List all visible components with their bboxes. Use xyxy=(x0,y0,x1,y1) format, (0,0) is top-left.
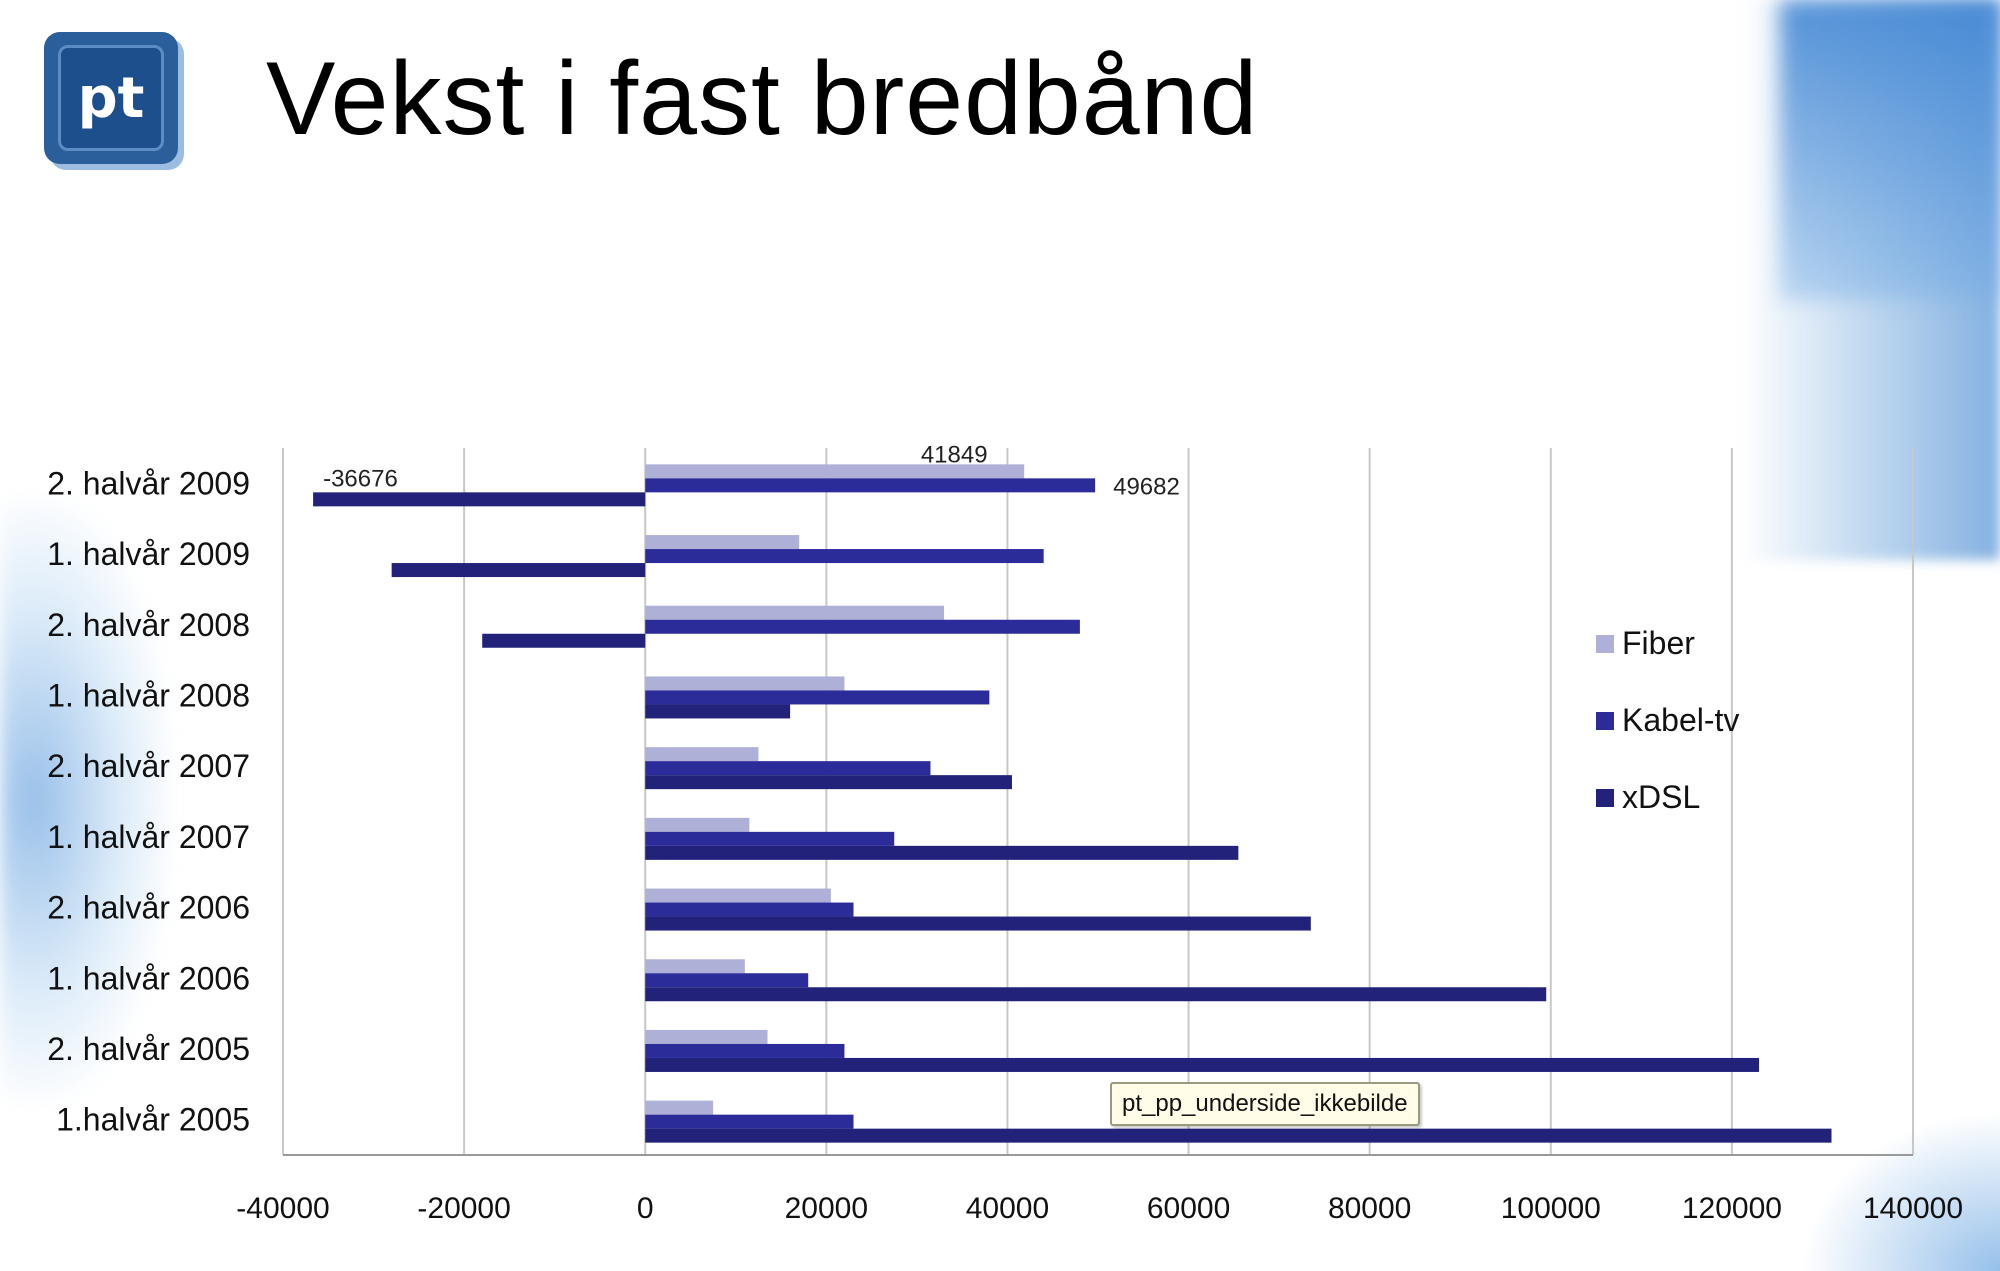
bar-fiber xyxy=(645,817,750,832)
legend: Fiber Kabel-tv xDSL xyxy=(1596,625,1739,815)
bar-fiber xyxy=(645,676,845,691)
bar-fiber xyxy=(645,747,759,762)
data-label: -36676 xyxy=(323,465,398,492)
bar-xdsl xyxy=(645,775,1012,790)
x-tick-label: 120000 xyxy=(1682,1192,1782,1225)
bar-kabel-tv xyxy=(645,761,931,776)
legend-label: xDSL xyxy=(1622,779,1700,815)
pt-logo: pt xyxy=(44,32,178,164)
bar-xdsl xyxy=(645,1057,1760,1072)
x-tick-label: 60000 xyxy=(1147,1192,1230,1225)
bar-xdsl xyxy=(645,845,1239,860)
category-label: 1. halvår 2007 xyxy=(47,819,250,855)
x-tick-label: -20000 xyxy=(417,1192,510,1225)
bar-kabel-tv xyxy=(645,619,1080,634)
x-tick-label: -40000 xyxy=(236,1192,329,1225)
data-label: 41849 xyxy=(921,441,988,468)
bar-fiber xyxy=(645,888,831,903)
bar-kabel-tv xyxy=(645,1043,845,1058)
bar-kabel-tv xyxy=(645,902,854,917)
legend-swatch xyxy=(1596,712,1614,730)
category-label: 2. halvår 2005 xyxy=(47,1031,250,1067)
tooltip: pt_pp_underside_ikkebilde xyxy=(1110,1082,1420,1126)
category-label: 2. halvår 2008 xyxy=(47,607,250,643)
category-label: 2. halvår 2007 xyxy=(47,748,250,784)
bar-xdsl xyxy=(482,633,646,648)
bar-kabel-tv xyxy=(645,831,895,846)
category-label: 2. halvår 2009 xyxy=(47,465,250,501)
x-tick-label: 20000 xyxy=(785,1192,868,1225)
bars xyxy=(313,464,1832,1143)
category-label: 1.halvår 2005 xyxy=(56,1102,250,1138)
legend-swatch xyxy=(1596,635,1614,653)
bar-xdsl xyxy=(645,987,1547,1002)
data-label: 49682 xyxy=(1113,473,1180,500)
x-tick-label: 100000 xyxy=(1501,1192,1601,1225)
legend-label: Fiber xyxy=(1622,625,1695,661)
bar-kabel-tv xyxy=(645,549,1044,564)
bar-fiber xyxy=(645,464,1025,479)
category-label: 1. halvår 2009 xyxy=(47,536,250,572)
bar-xdsl xyxy=(313,492,646,507)
bar-fiber xyxy=(645,605,945,620)
bar-xdsl xyxy=(645,1128,1832,1143)
bar-fiber xyxy=(645,1100,714,1115)
bar-xdsl xyxy=(391,563,646,578)
x-tick-label: 80000 xyxy=(1328,1192,1411,1225)
category-label: 2. halvår 2006 xyxy=(47,890,250,926)
x-tick-label: 140000 xyxy=(1863,1192,1963,1225)
category-label: 1. halvår 2006 xyxy=(47,960,250,996)
page-title: Vekst i fast bredbånd xyxy=(266,41,1259,157)
bar-kabel-tv xyxy=(645,1114,854,1129)
x-tick-label: 40000 xyxy=(966,1192,1049,1225)
x-tick-label: 0 xyxy=(637,1192,654,1225)
logo-text: pt xyxy=(58,45,164,151)
bar-kabel-tv xyxy=(645,690,990,705)
bar-fiber xyxy=(645,535,800,550)
bar-xdsl xyxy=(645,704,791,719)
category-label: 1. halvår 2008 xyxy=(47,677,250,713)
bar-xdsl xyxy=(645,916,1311,931)
bar-kabel-tv xyxy=(645,478,1096,493)
bar-fiber xyxy=(645,1029,768,1044)
legend-label: Kabel-tv xyxy=(1622,702,1739,738)
legend-swatch xyxy=(1596,789,1614,807)
labels: -40000 -20000 0 20000 40000 60000 80000 100000 1… xyxy=(47,441,1963,1225)
bar-fiber xyxy=(645,959,745,974)
bar-kabel-tv xyxy=(645,973,809,988)
